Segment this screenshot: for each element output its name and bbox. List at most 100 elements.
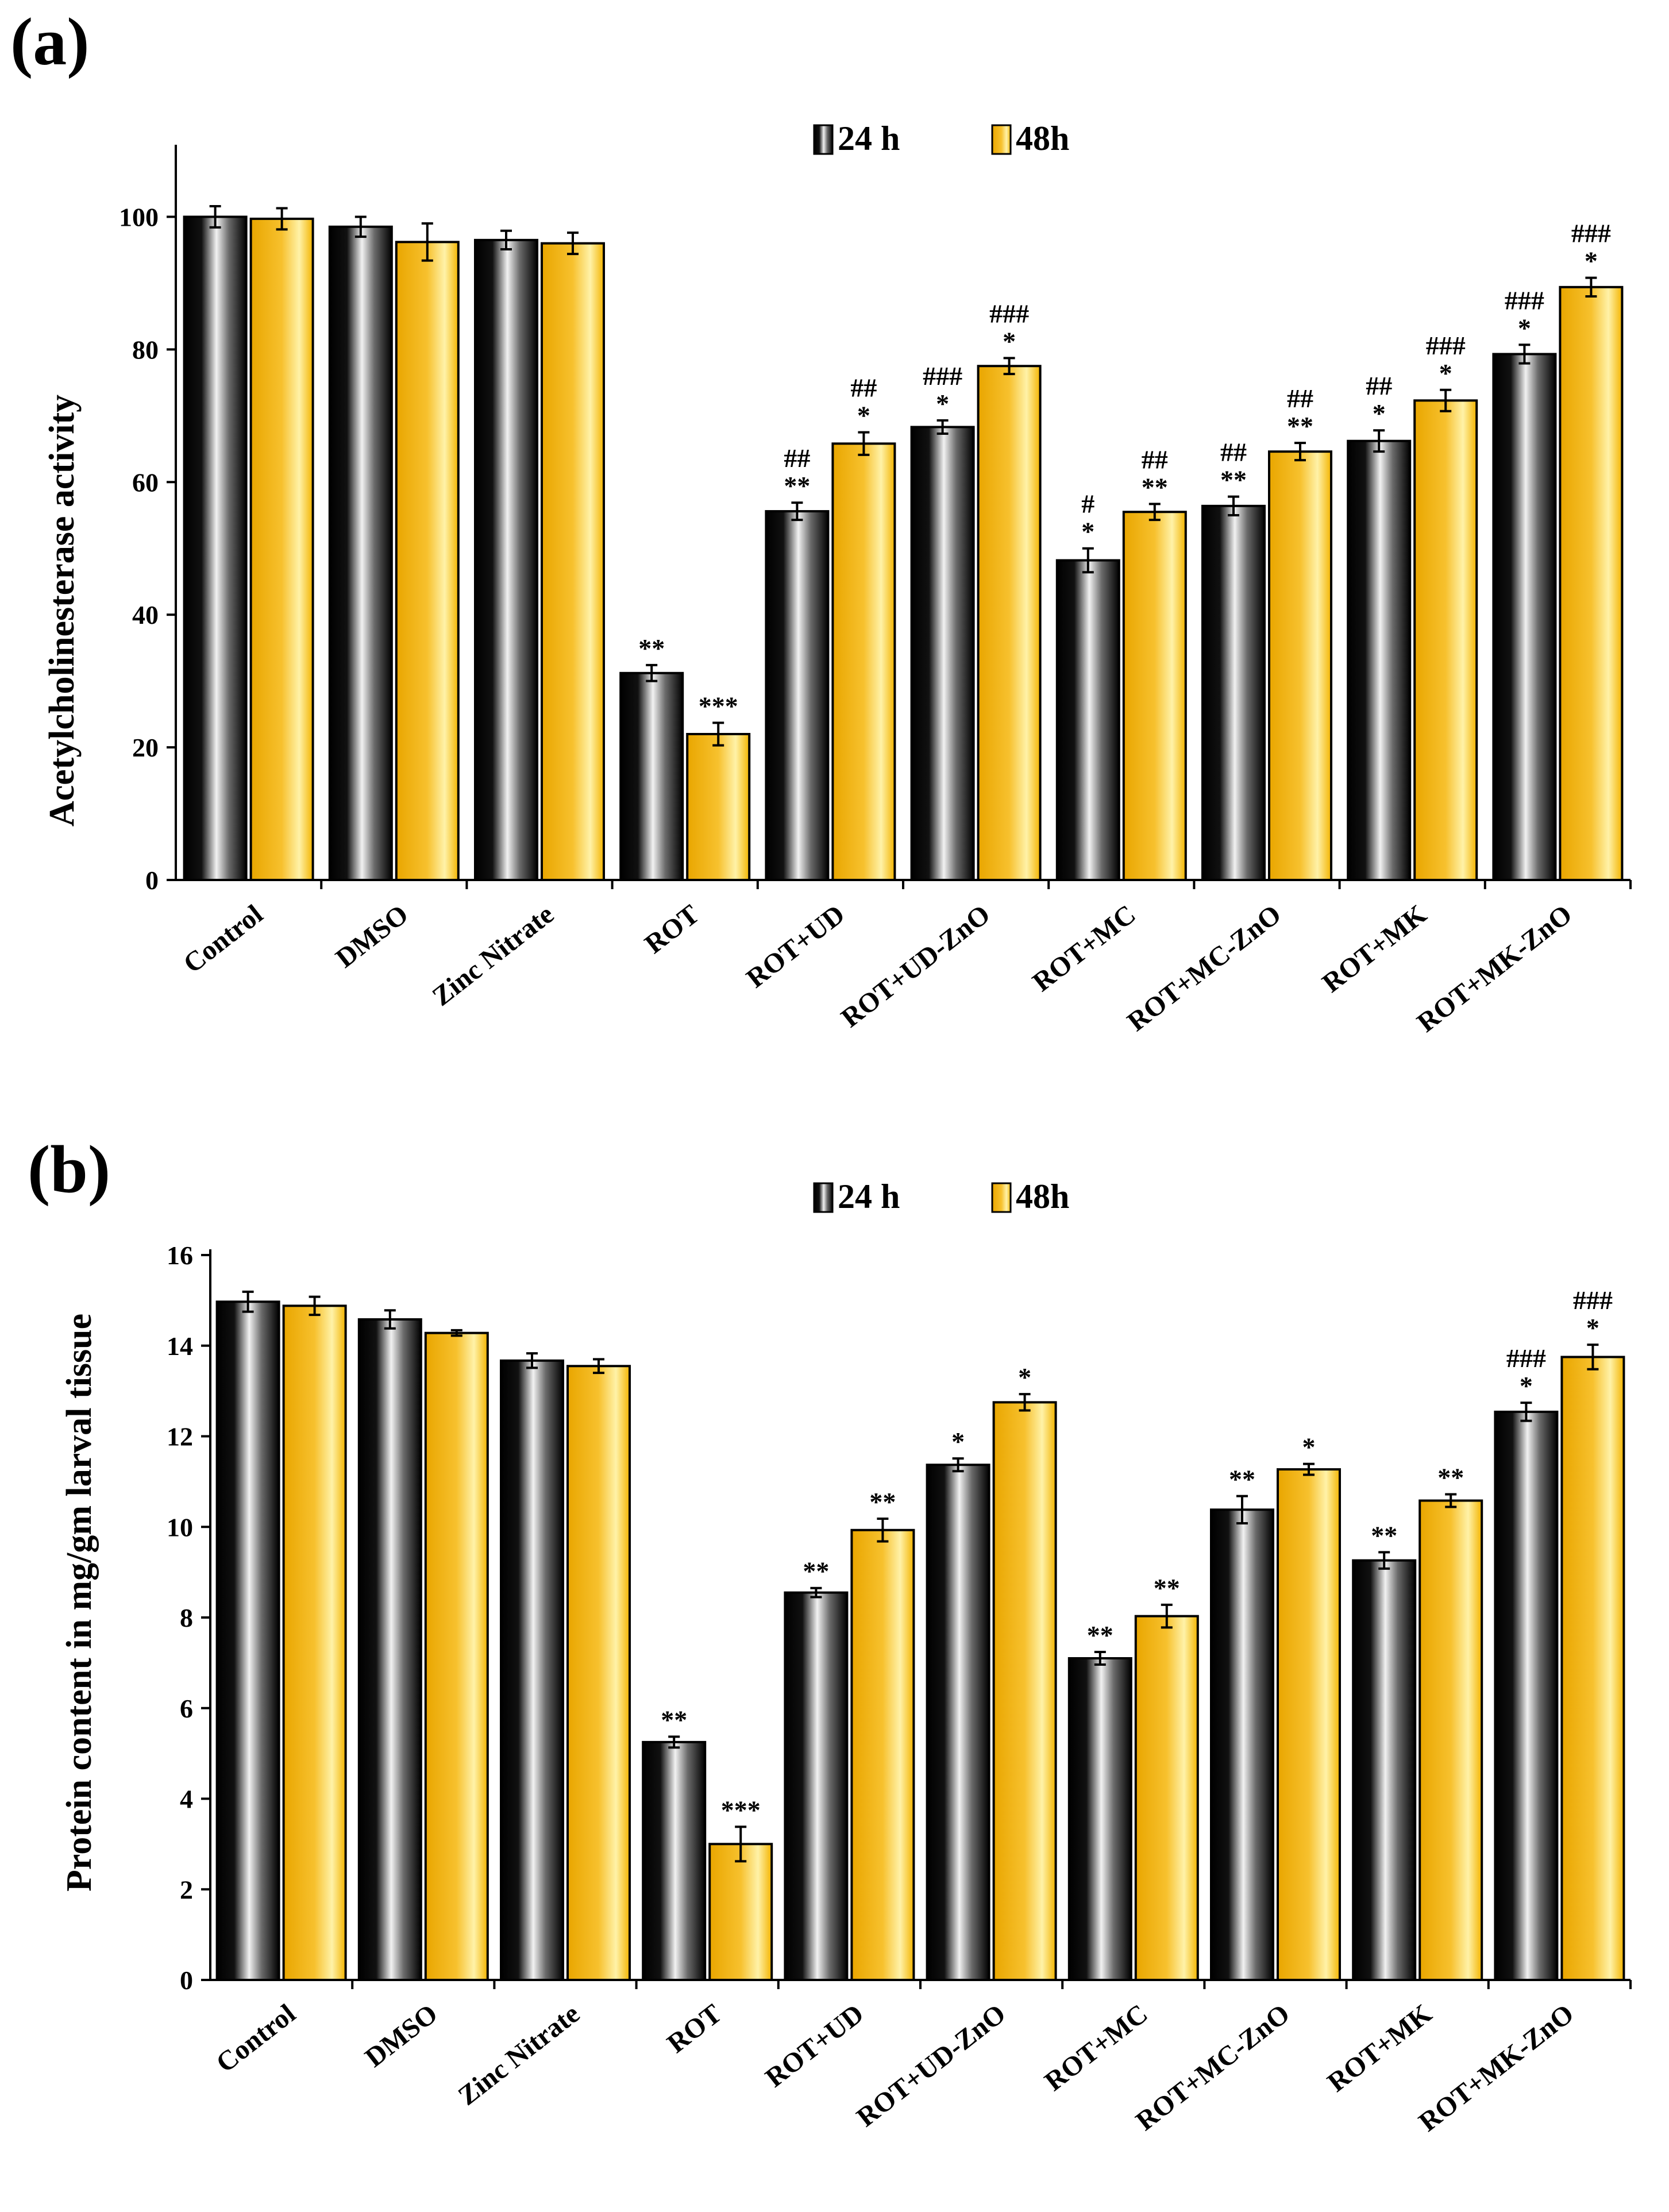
significance-label: ##: [1287, 384, 1313, 413]
bar-48h: [1560, 1356, 1625, 1981]
y-tick-label: 4: [180, 1785, 193, 1814]
significance-label: *: [1518, 313, 1531, 342]
significance-label: *: [1003, 326, 1016, 356]
significance-label: **: [1087, 1620, 1113, 1650]
significance-label: **: [869, 1487, 896, 1516]
significance-label: ***: [721, 1795, 761, 1824]
significance-label: ***: [699, 691, 738, 720]
panel-b-label: (b): [28, 1132, 110, 1207]
bar-48h: [282, 1304, 347, 1982]
significance-label: **: [784, 471, 810, 500]
bar-24h: [765, 510, 830, 881]
legend-24h-swatch: [813, 124, 834, 155]
legend-48h-swatch: [991, 1182, 1012, 1213]
bar-48h: [249, 217, 314, 881]
category-label: ROT+MC: [1039, 1998, 1153, 2097]
y-tick-label: 60: [132, 468, 159, 497]
category-label: ROT+UD-ZnO: [851, 1998, 1011, 2133]
significance-label: **: [1371, 1520, 1397, 1550]
significance-label: ###: [1506, 1344, 1546, 1373]
y-tick-label: 100: [119, 202, 159, 231]
significance-label: ##: [850, 373, 877, 403]
significance-label: ##: [1366, 371, 1392, 400]
bar-24h: [784, 1591, 849, 1981]
bar-48h: [541, 242, 605, 881]
y-tick-label: 10: [167, 1512, 193, 1542]
bar-24h: [500, 1359, 564, 1981]
bar-24h: [183, 215, 248, 881]
legend-24h-label: 24 h: [838, 1178, 900, 1215]
bar-24h: [1201, 504, 1266, 881]
bar-24h: [1494, 1410, 1559, 1981]
significance-label: **: [1154, 1573, 1180, 1603]
significance-label: *: [1373, 399, 1386, 428]
significance-label: **: [1220, 465, 1247, 495]
significance-label: *: [1081, 517, 1094, 546]
significance-label: **: [661, 1705, 687, 1734]
panel-a: (a) 24 h 48h Acetylcholinesterase activi…: [10, 4, 1632, 1038]
bar-48h: [977, 365, 1042, 881]
category-label: Control: [178, 899, 268, 979]
category-label: ROT+MC-ZnO: [1130, 1998, 1295, 2137]
bar-24h: [215, 1300, 280, 1981]
y-tick-label: 20: [132, 733, 159, 762]
bar-24h: [1067, 1657, 1132, 1982]
significance-label: *: [1018, 1362, 1031, 1392]
significance-label: **: [1437, 1462, 1464, 1492]
bar-24h: [642, 1740, 707, 1981]
significance-label: *: [1520, 1371, 1533, 1400]
significance-label: *: [1302, 1433, 1316, 1462]
significance-label: ###: [1573, 1285, 1613, 1315]
bar-24h: [1210, 1508, 1274, 1982]
bar-24h: [1347, 439, 1412, 881]
bar-48h: [992, 1401, 1057, 1981]
bar-48h: [566, 1365, 631, 1981]
legend-48h-swatch: [991, 124, 1012, 155]
category-label: Zinc Nitrate: [427, 899, 560, 1012]
legend-24h-label: 24 h: [838, 119, 900, 157]
y-tick-label: 14: [167, 1331, 193, 1361]
panel-b-legend: 24 h 48h: [813, 1178, 1069, 1215]
significance-label: *: [1439, 358, 1452, 388]
bar-24h: [474, 238, 538, 881]
bar-48h: [424, 1331, 489, 1981]
significance-label: ###: [923, 361, 962, 391]
category-label: ROT: [639, 899, 705, 960]
significance-label: *: [1585, 246, 1598, 276]
category-label: DMSO: [359, 1998, 443, 2073]
bar-24h: [1055, 559, 1120, 881]
significance-label: ##: [1220, 438, 1247, 467]
significance-label: **: [1142, 472, 1168, 501]
legend-48h-label: 48h: [1016, 119, 1069, 157]
bar-48h: [1419, 1499, 1483, 1981]
bar-48h: [831, 442, 896, 881]
panel-b-y-axis-title: Protein content in mg/gm larval tissue: [60, 1314, 99, 1891]
panel-a-legend: 24 h 48h: [813, 119, 1069, 157]
y-tick-label: 2: [180, 1875, 193, 1904]
significance-label: ###: [1505, 285, 1544, 315]
bar-24h: [1492, 353, 1557, 881]
bar-48h: [395, 241, 460, 881]
bar-48h: [1122, 511, 1187, 881]
significance-label: ##: [784, 443, 810, 473]
bar-48h: [1413, 399, 1478, 881]
category-label: Control: [210, 1998, 301, 2079]
bar-24h: [910, 426, 975, 881]
category-label: ROT+UD: [741, 899, 850, 994]
bar-48h: [1559, 285, 1624, 882]
significance-label: ###: [1426, 331, 1466, 360]
bar-48h: [1268, 450, 1332, 881]
category-label: ROT+UD: [760, 1998, 869, 2093]
category-label: ROT+MK-ZnO: [1413, 1998, 1580, 2137]
category-label: ROT+MK: [1322, 1998, 1437, 2098]
y-tick-label: 0: [180, 1966, 193, 1995]
bar-24h: [1352, 1559, 1417, 1981]
significance-label: **: [1229, 1465, 1255, 1494]
significance-label: *: [951, 1427, 965, 1456]
category-label: ROT+MK-ZnO: [1412, 899, 1578, 1038]
significance-label: *: [1586, 1313, 1599, 1342]
bar-48h: [850, 1528, 915, 1981]
category-label: DMSO: [330, 899, 414, 974]
